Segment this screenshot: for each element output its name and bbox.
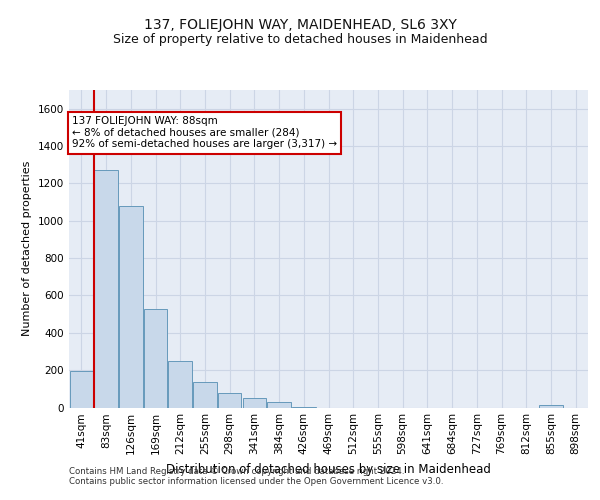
Bar (70, 372, 93, 408)
Bar (539, 404, 563, 407)
X-axis label: Distribution of detached houses by size in Maidenhead: Distribution of detached houses by size … (166, 463, 491, 476)
Bar (242, 398, 266, 407)
Y-axis label: Number of detached properties: Number of detached properties (22, 161, 32, 336)
Bar (144, 308, 167, 408)
Text: 137, FOLIEJOHN WAY, MAIDENHEAD, SL6 3XY: 137, FOLIEJOHN WAY, MAIDENHEAD, SL6 3XY (143, 18, 457, 32)
Bar (193, 382, 217, 407)
Bar (94, 170, 118, 408)
Bar (218, 394, 241, 407)
Text: Contains public sector information licensed under the Open Government Licence v3: Contains public sector information licen… (69, 477, 443, 486)
Text: Contains HM Land Registry data © Crown copyright and database right 2024.: Contains HM Land Registry data © Crown c… (69, 467, 404, 476)
Bar (268, 402, 291, 407)
Bar (169, 361, 192, 408)
Bar (292, 406, 316, 408)
Text: Size of property relative to detached houses in Maidenhead: Size of property relative to detached ho… (113, 32, 487, 46)
Bar (119, 206, 143, 408)
Text: 137 FOLIEJOHN WAY: 88sqm
← 8% of detached houses are smaller (284)
92% of semi-d: 137 FOLIEJOHN WAY: 88sqm ← 8% of detache… (72, 116, 337, 150)
